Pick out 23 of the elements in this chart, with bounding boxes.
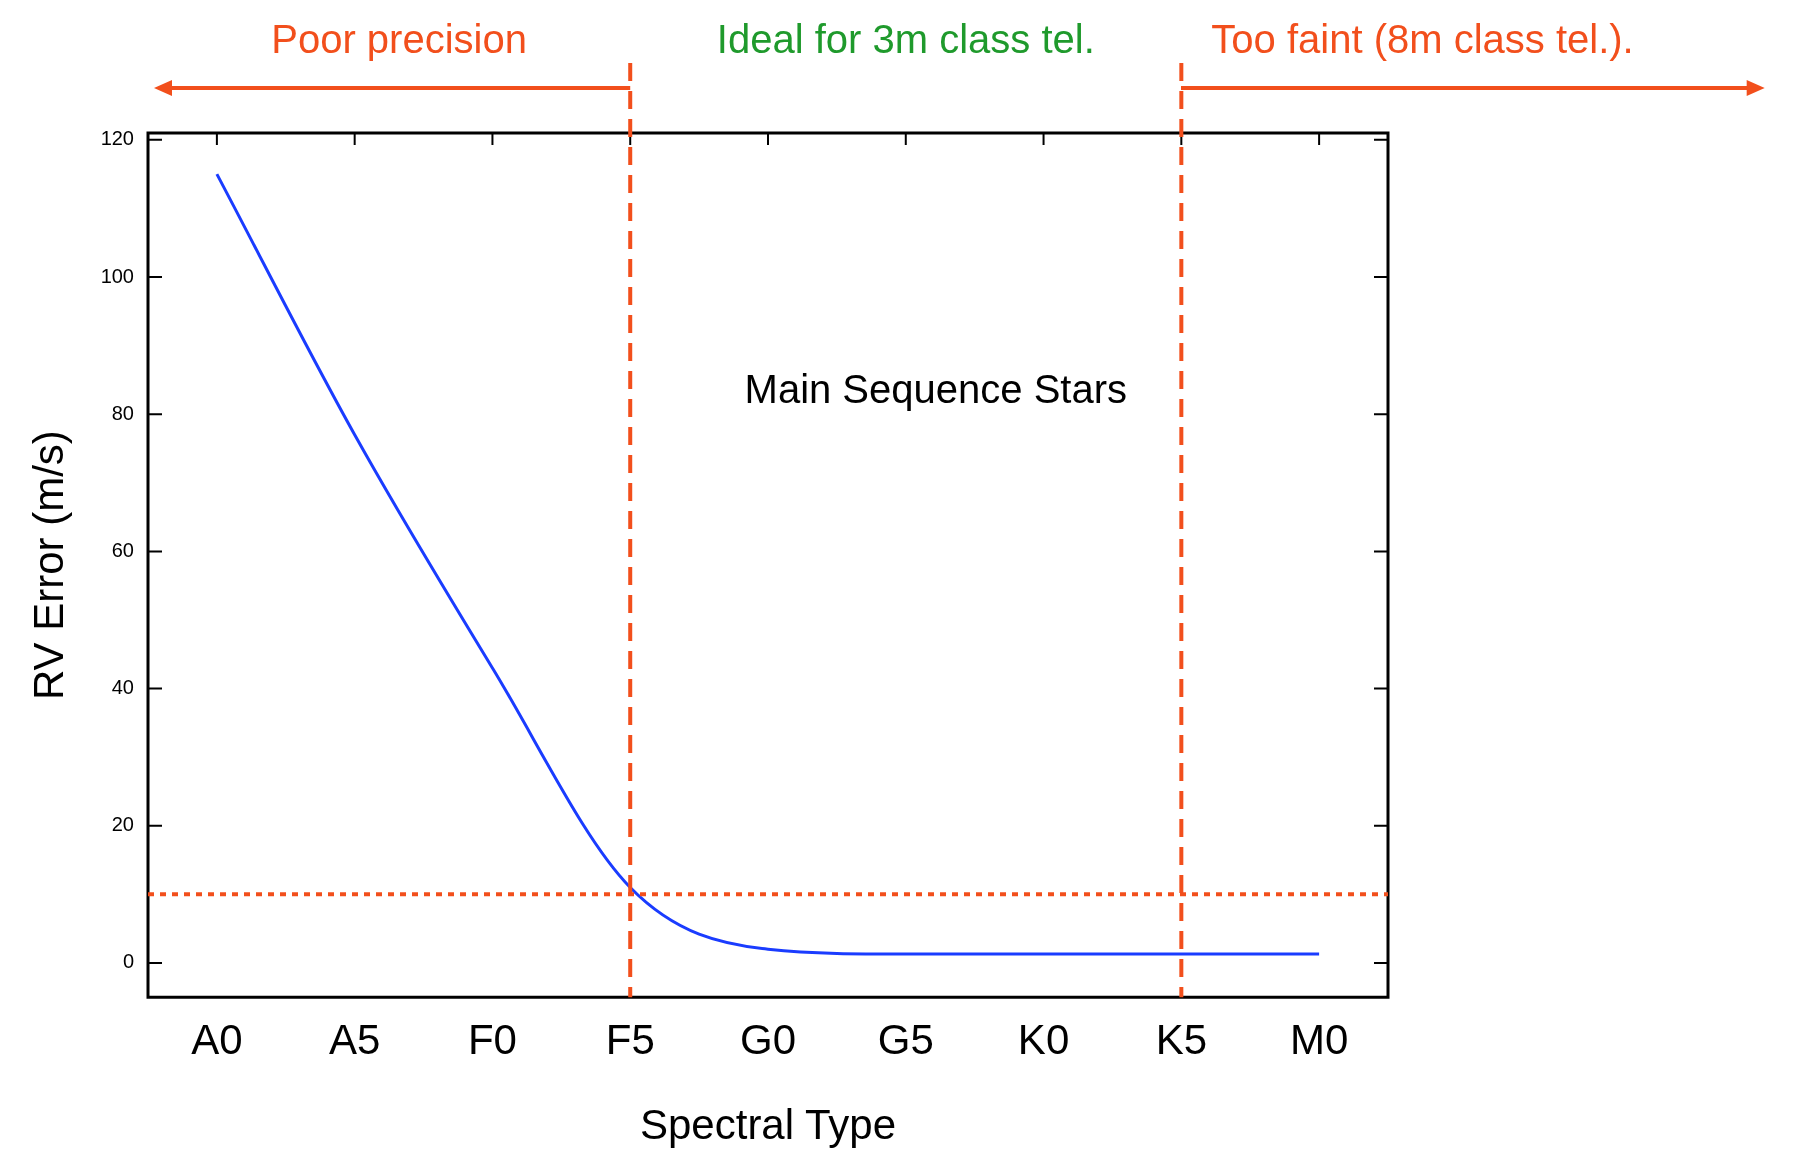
y-axis-title: RV Error (m/s) [24, 430, 72, 701]
y-tick-label: 100 [100, 264, 134, 287]
x-tick-label: A5 [328, 1015, 381, 1063]
y-tick-label: 80 [111, 401, 134, 424]
y-tick-label: 20 [111, 813, 134, 836]
y-tick-label: 40 [111, 676, 134, 699]
x-tick-label: F5 [605, 1015, 655, 1063]
x-tick-label: F0 [467, 1015, 517, 1063]
x-tick-label: K0 [1017, 1015, 1070, 1063]
y-tick-label: 60 [111, 538, 134, 561]
x-tick-label: A0 [191, 1015, 243, 1063]
x-tick-label: G5 [877, 1015, 934, 1063]
line-series [215, 172, 1321, 956]
x-tick-label: G0 [739, 1015, 797, 1063]
annotation: Main Sequence Stars [744, 367, 1127, 412]
text: Ideal for 3m class tel. [716, 17, 1095, 62]
y-tick-label: 120 [100, 127, 134, 150]
x-axis-title: Spectral Type [639, 1101, 897, 1149]
text: Poor precision [271, 17, 527, 62]
x-tick-label: K5 [1155, 1015, 1208, 1063]
x-tick-label: M0 [1289, 1015, 1349, 1063]
text: Too faint (8m class tel.). [1211, 17, 1634, 62]
y-tick-label: 0 [122, 950, 134, 973]
